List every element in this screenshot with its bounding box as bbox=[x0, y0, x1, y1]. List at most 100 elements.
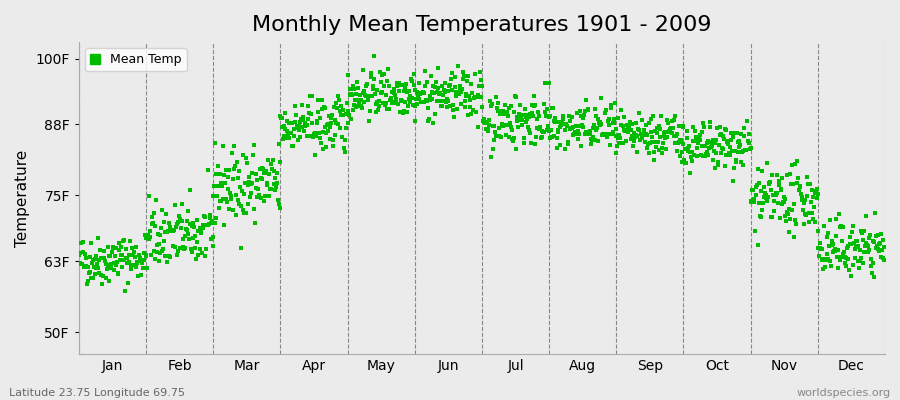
Point bbox=[609, 143, 624, 149]
Point bbox=[112, 257, 127, 263]
Point bbox=[601, 130, 616, 137]
Point bbox=[526, 112, 540, 119]
Point bbox=[322, 136, 337, 143]
Point bbox=[205, 218, 220, 224]
Point bbox=[545, 134, 560, 140]
Point bbox=[489, 94, 503, 100]
Point bbox=[654, 144, 669, 151]
Point bbox=[594, 121, 608, 127]
Point bbox=[506, 138, 520, 145]
Point bbox=[767, 198, 781, 204]
Point bbox=[632, 110, 646, 116]
Point bbox=[210, 193, 224, 199]
Point bbox=[832, 247, 846, 254]
Point bbox=[552, 118, 566, 125]
Point bbox=[126, 252, 140, 258]
Point bbox=[704, 139, 718, 146]
Point bbox=[311, 109, 326, 116]
Point bbox=[130, 273, 145, 279]
Point bbox=[106, 266, 121, 273]
Point bbox=[104, 265, 119, 271]
Point bbox=[140, 234, 155, 240]
Point bbox=[491, 133, 506, 139]
Point bbox=[308, 151, 322, 158]
Point bbox=[500, 109, 514, 116]
Point bbox=[674, 137, 688, 143]
Point bbox=[157, 238, 171, 244]
Point bbox=[441, 98, 455, 104]
Point bbox=[475, 118, 490, 124]
Point bbox=[852, 247, 867, 253]
Point bbox=[782, 206, 796, 212]
Point bbox=[576, 124, 590, 130]
Point bbox=[393, 82, 408, 88]
Point bbox=[460, 78, 474, 84]
Point bbox=[685, 149, 699, 155]
Point bbox=[156, 245, 170, 252]
Point bbox=[111, 270, 125, 276]
Point bbox=[376, 100, 391, 106]
Point bbox=[730, 129, 744, 136]
Point bbox=[758, 190, 772, 196]
Point bbox=[323, 124, 338, 130]
Point bbox=[311, 130, 326, 136]
Point bbox=[537, 128, 552, 135]
Point bbox=[835, 224, 850, 230]
Point bbox=[873, 253, 887, 260]
Point bbox=[861, 247, 876, 253]
Point bbox=[401, 96, 416, 102]
Point bbox=[765, 172, 779, 178]
Point bbox=[656, 133, 670, 140]
Point bbox=[562, 139, 576, 145]
Point bbox=[329, 120, 344, 126]
Point bbox=[599, 131, 614, 137]
Point bbox=[203, 220, 218, 226]
Point bbox=[803, 210, 817, 216]
Point bbox=[432, 90, 446, 97]
Point bbox=[274, 115, 289, 122]
Point bbox=[569, 123, 583, 129]
Point bbox=[246, 170, 260, 176]
Point bbox=[854, 228, 868, 234]
Point bbox=[873, 240, 887, 246]
Point bbox=[551, 129, 565, 136]
Point bbox=[249, 177, 264, 183]
Point bbox=[145, 214, 159, 221]
Point bbox=[361, 97, 375, 103]
Point bbox=[377, 83, 392, 89]
Point bbox=[240, 182, 255, 189]
Point bbox=[298, 120, 312, 126]
Point bbox=[201, 167, 215, 174]
Point bbox=[228, 163, 242, 170]
Point bbox=[322, 113, 337, 120]
Point bbox=[521, 127, 535, 133]
Point bbox=[834, 254, 849, 260]
Point bbox=[272, 141, 286, 148]
Point bbox=[217, 222, 231, 229]
Point bbox=[837, 254, 851, 260]
Point bbox=[495, 121, 509, 127]
Point bbox=[598, 110, 612, 116]
Point bbox=[814, 246, 829, 253]
Point bbox=[787, 201, 801, 207]
Point bbox=[155, 248, 169, 254]
Point bbox=[516, 112, 530, 119]
Point bbox=[589, 112, 603, 119]
Point bbox=[750, 182, 764, 188]
Point bbox=[624, 127, 638, 133]
Point bbox=[868, 239, 882, 246]
Point bbox=[374, 72, 389, 78]
Point bbox=[821, 256, 835, 262]
Point bbox=[96, 248, 111, 254]
Point bbox=[78, 263, 93, 270]
Point bbox=[446, 107, 461, 113]
Point bbox=[789, 221, 804, 227]
Point bbox=[620, 125, 634, 132]
Point bbox=[493, 111, 508, 117]
Point bbox=[662, 129, 676, 135]
Point bbox=[79, 255, 94, 261]
Point bbox=[775, 175, 789, 182]
Point bbox=[670, 131, 685, 137]
Point bbox=[177, 245, 192, 251]
Point bbox=[756, 200, 770, 206]
